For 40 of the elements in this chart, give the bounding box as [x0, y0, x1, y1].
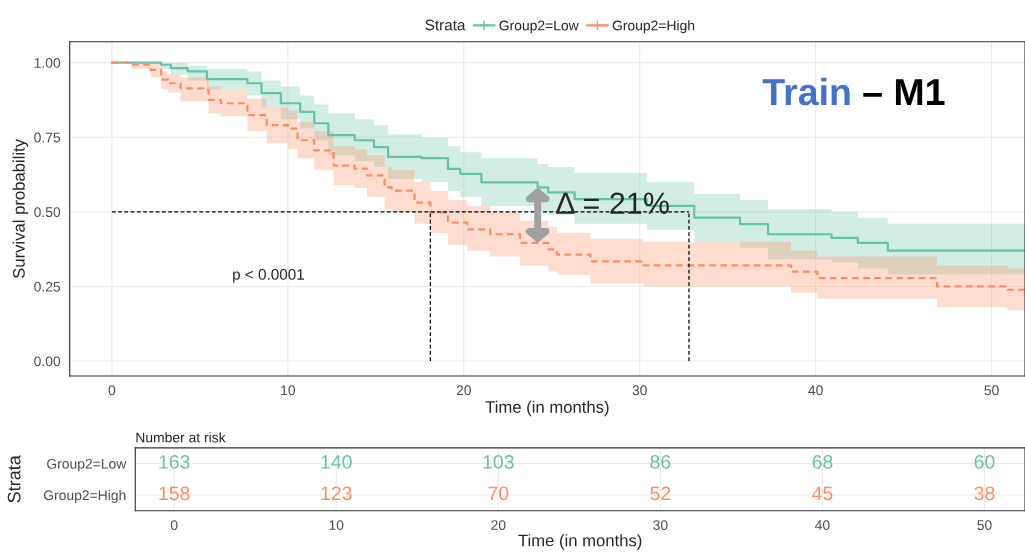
- legend-label: Group2=High: [612, 20, 695, 34]
- annotation: Δ = 21%: [556, 192, 669, 214]
- y-axis-title: Strata: [7, 455, 21, 503]
- x-tick-label: 0: [170, 520, 178, 530]
- x-axis-title: Time (in months): [485, 400, 609, 417]
- x-tick-label: 0: [108, 385, 116, 396]
- x-tick-label: 10: [329, 520, 344, 530]
- data-label: 86: [650, 455, 671, 469]
- data-label: 60: [974, 455, 995, 469]
- x-tick-label: 20: [456, 385, 471, 396]
- x-tick-label: 10: [281, 385, 296, 396]
- data-label: 163: [159, 455, 190, 469]
- legend-label: Group2=Low: [499, 20, 579, 34]
- data-label: 158: [159, 486, 190, 501]
- legend-title: Strata: [425, 19, 466, 31]
- data-label: 45: [812, 486, 833, 501]
- x-tick-label: 20: [491, 520, 506, 530]
- data-label: 123: [321, 486, 352, 501]
- data-label: 68: [812, 455, 833, 469]
- x-tick-label: 30: [632, 385, 647, 396]
- data-label: 52: [650, 486, 671, 501]
- data-label: 38: [974, 486, 995, 501]
- data-label: 140: [321, 455, 352, 469]
- annotation: Train – M1: [762, 77, 945, 106]
- x-tick-label: 50: [977, 520, 992, 530]
- y-tick-label: 0.00: [34, 356, 61, 367]
- x-axis-title: Time (in months): [518, 534, 642, 550]
- data-label: 103: [483, 455, 514, 469]
- y-axis-title: Survival probability: [12, 138, 29, 279]
- y-tick-label: 0.50: [34, 207, 61, 218]
- y-tick-label: 0.75: [34, 132, 61, 143]
- y-tick-label: 1.00: [34, 58, 61, 68]
- chart-title: Number at risk: [136, 432, 226, 443]
- x-tick-label: 30: [653, 520, 668, 530]
- x-tick-label: 50: [984, 385, 999, 396]
- x-tick-label: 40: [815, 520, 830, 530]
- y-tick-label: 0.25: [34, 281, 61, 292]
- x-tick-label: 40: [808, 385, 823, 396]
- data-label: 70: [488, 486, 509, 501]
- annotation: p < 0.0001: [233, 269, 304, 283]
